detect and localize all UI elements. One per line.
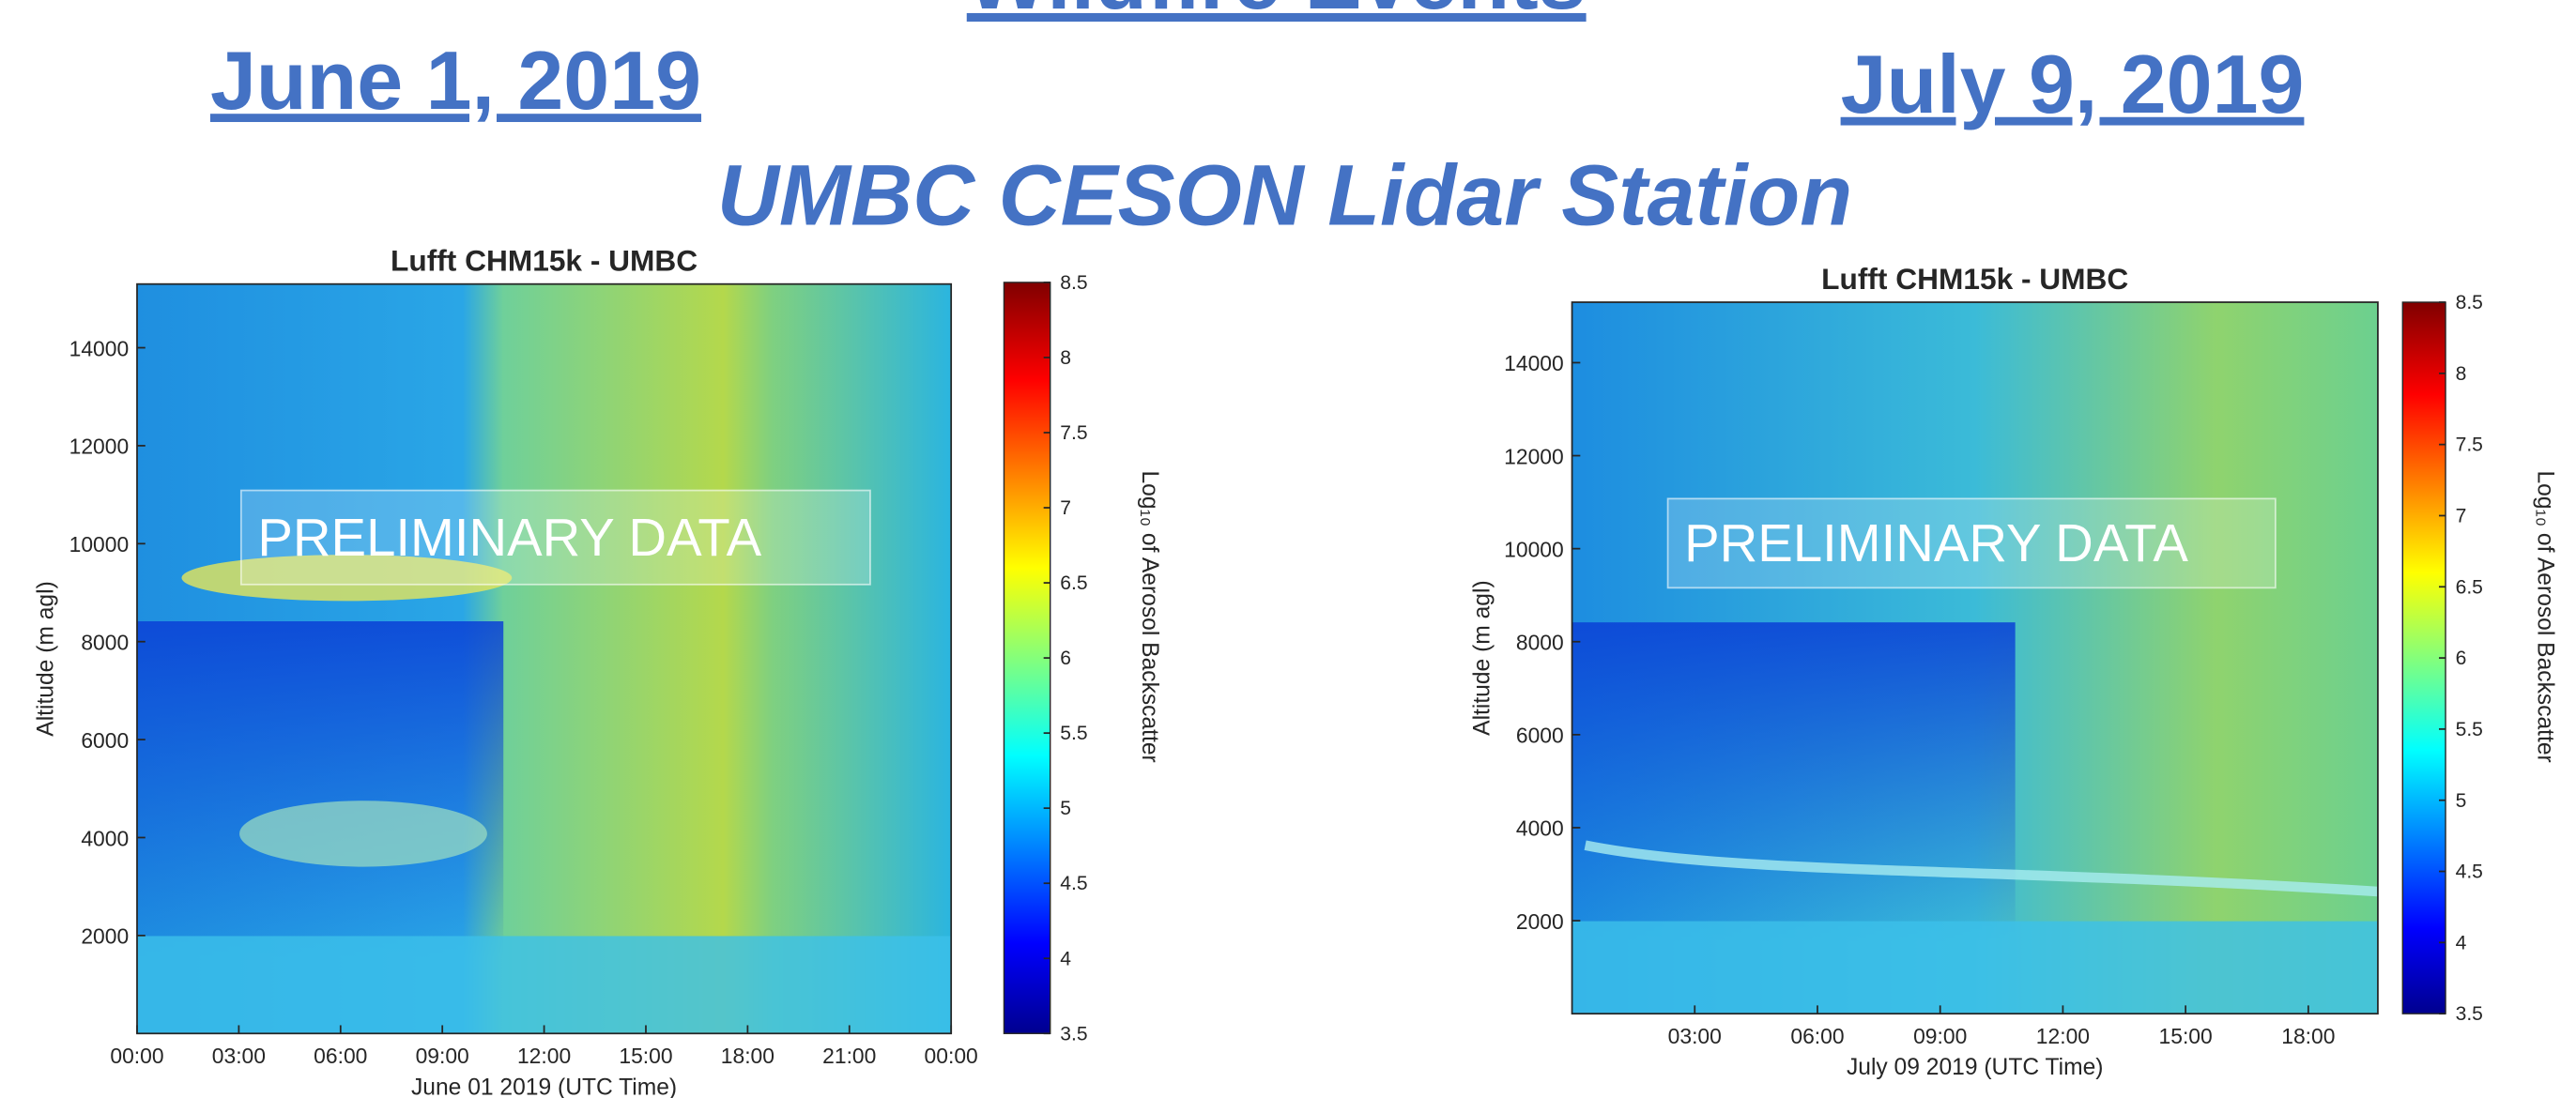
slide-title: Wildfire Events — [967, 0, 1587, 27]
colorbar — [1003, 282, 1051, 1034]
x-tick-label: 12:00 — [2036, 1024, 2090, 1048]
y-tick-label: 10000 — [69, 532, 130, 557]
colorbar-tick-label: 5.5 — [1060, 723, 1087, 744]
y-tick-label: 10000 — [1504, 537, 1564, 561]
colorbar-tick-label: 8 — [1060, 347, 1071, 369]
x-tick-label: 15:00 — [2159, 1024, 2213, 1048]
chart-title: Lufft CHM15k - UMBC — [1821, 262, 2128, 296]
colorbar-tick-label: 8.5 — [2456, 292, 2483, 313]
x-tick-label: 12:00 — [517, 1044, 571, 1068]
smoke-plume — [239, 801, 487, 867]
heatmap-boundary-layer — [1572, 622, 2016, 943]
y-tick-label: 12000 — [1504, 444, 1564, 468]
colorbar-tick-label: 5 — [2456, 790, 2467, 812]
watermark-box — [239, 489, 871, 586]
watermark-box — [1666, 497, 2277, 589]
colorbar-tick-label: 7.5 — [2456, 435, 2483, 456]
left-date: June 1, 2019 — [210, 34, 701, 127]
colorbar-tick-label: 3.5 — [2456, 1003, 2483, 1025]
x-tick-label: 00:00 — [110, 1044, 163, 1068]
watermark: PRELIMINARY DATA — [257, 508, 761, 567]
colorbar-tick-label: 4 — [2456, 932, 2467, 953]
y-tick-label: 14000 — [69, 336, 130, 360]
colorbar-tick-label: 4.5 — [1060, 873, 1087, 894]
colorbar-tick-label: 5 — [1060, 798, 1071, 819]
colorbar-tick-label: 6 — [2456, 648, 2467, 669]
x-tick-label: 09:00 — [416, 1044, 469, 1068]
x-tick-label: 03:00 — [212, 1044, 266, 1068]
colorbar-tick-label: 4 — [1060, 948, 1071, 969]
x-axis-label: July 09 2019 (UTC Time) — [1847, 1055, 2104, 1080]
colorbar-tick-label: 8.5 — [1060, 272, 1087, 294]
colorbar — [2401, 301, 2446, 1014]
x-tick-label: 18:00 — [721, 1044, 774, 1068]
colorbar-tick-label: 4.5 — [2456, 862, 2483, 883]
y-tick-label: 6000 — [81, 728, 129, 753]
colorbar-tick-label: 7.5 — [1060, 422, 1087, 444]
colorbar-tick-label: 7 — [1060, 497, 1071, 519]
x-tick-label: 09:00 — [1913, 1024, 1967, 1048]
x-tick-label: 06:00 — [1790, 1024, 1844, 1048]
colorbar-label: Log₁₀ of Aerosol Backscatter — [1137, 470, 1162, 762]
colorbar-label: Log₁₀ of Aerosol Backscatter — [2533, 470, 2558, 762]
plot-frame — [136, 282, 953, 1035]
colorbar-tick-label: 6.5 — [1060, 572, 1087, 594]
subtitle: UMBC CESON Lidar Station — [717, 147, 1852, 243]
watermark: PRELIMINARY DATA — [1684, 513, 2188, 572]
x-tick-label: 03:00 — [1668, 1024, 1722, 1048]
smoke-plume — [1584, 840, 2379, 897]
x-axis-label: June 01 2019 (UTC Time) — [411, 1075, 677, 1098]
y-tick-label: 4000 — [81, 826, 129, 850]
y-tick-label: 2000 — [81, 924, 129, 949]
y-axis-label: Altitude (m agl) — [33, 581, 58, 737]
right-date: July 9, 2019 — [1841, 38, 2305, 130]
heatmap-boundary-layer — [136, 621, 504, 959]
colorbar-tick-label: 3.5 — [1060, 1023, 1087, 1045]
colorbar-tick-label: 8 — [2456, 363, 2467, 385]
plot-frame — [1571, 301, 2379, 1015]
x-tick-label: 15:00 — [619, 1044, 672, 1068]
y-tick-label: 2000 — [1516, 909, 1564, 934]
y-tick-label: 8000 — [81, 630, 129, 654]
colorbar-tick-label: 6 — [1060, 648, 1071, 669]
x-tick-label: 21:00 — [822, 1044, 876, 1068]
heatmap-surface-layer — [136, 936, 952, 1034]
heatmap-surface-layer — [1572, 921, 2378, 1014]
colorbar-tick-label: 7 — [2456, 506, 2467, 527]
y-tick-label: 4000 — [1516, 816, 1564, 841]
x-tick-label: 06:00 — [314, 1044, 367, 1068]
y-tick-label: 6000 — [1516, 724, 1564, 748]
y-axis-label: Altitude (m agl) — [1470, 580, 1495, 736]
y-tick-label: 12000 — [69, 435, 130, 459]
chart-title: Lufft CHM15k - UMBC — [391, 244, 698, 278]
colorbar-tick-label: 6.5 — [2456, 576, 2483, 598]
y-tick-label: 14000 — [1504, 351, 1564, 375]
x-tick-label: 18:00 — [2281, 1024, 2335, 1048]
y-tick-label: 8000 — [1516, 631, 1564, 655]
x-tick-label: 00:00 — [925, 1044, 978, 1068]
colorbar-tick-label: 5.5 — [2456, 719, 2483, 740]
smoke-plume — [181, 555, 513, 602]
